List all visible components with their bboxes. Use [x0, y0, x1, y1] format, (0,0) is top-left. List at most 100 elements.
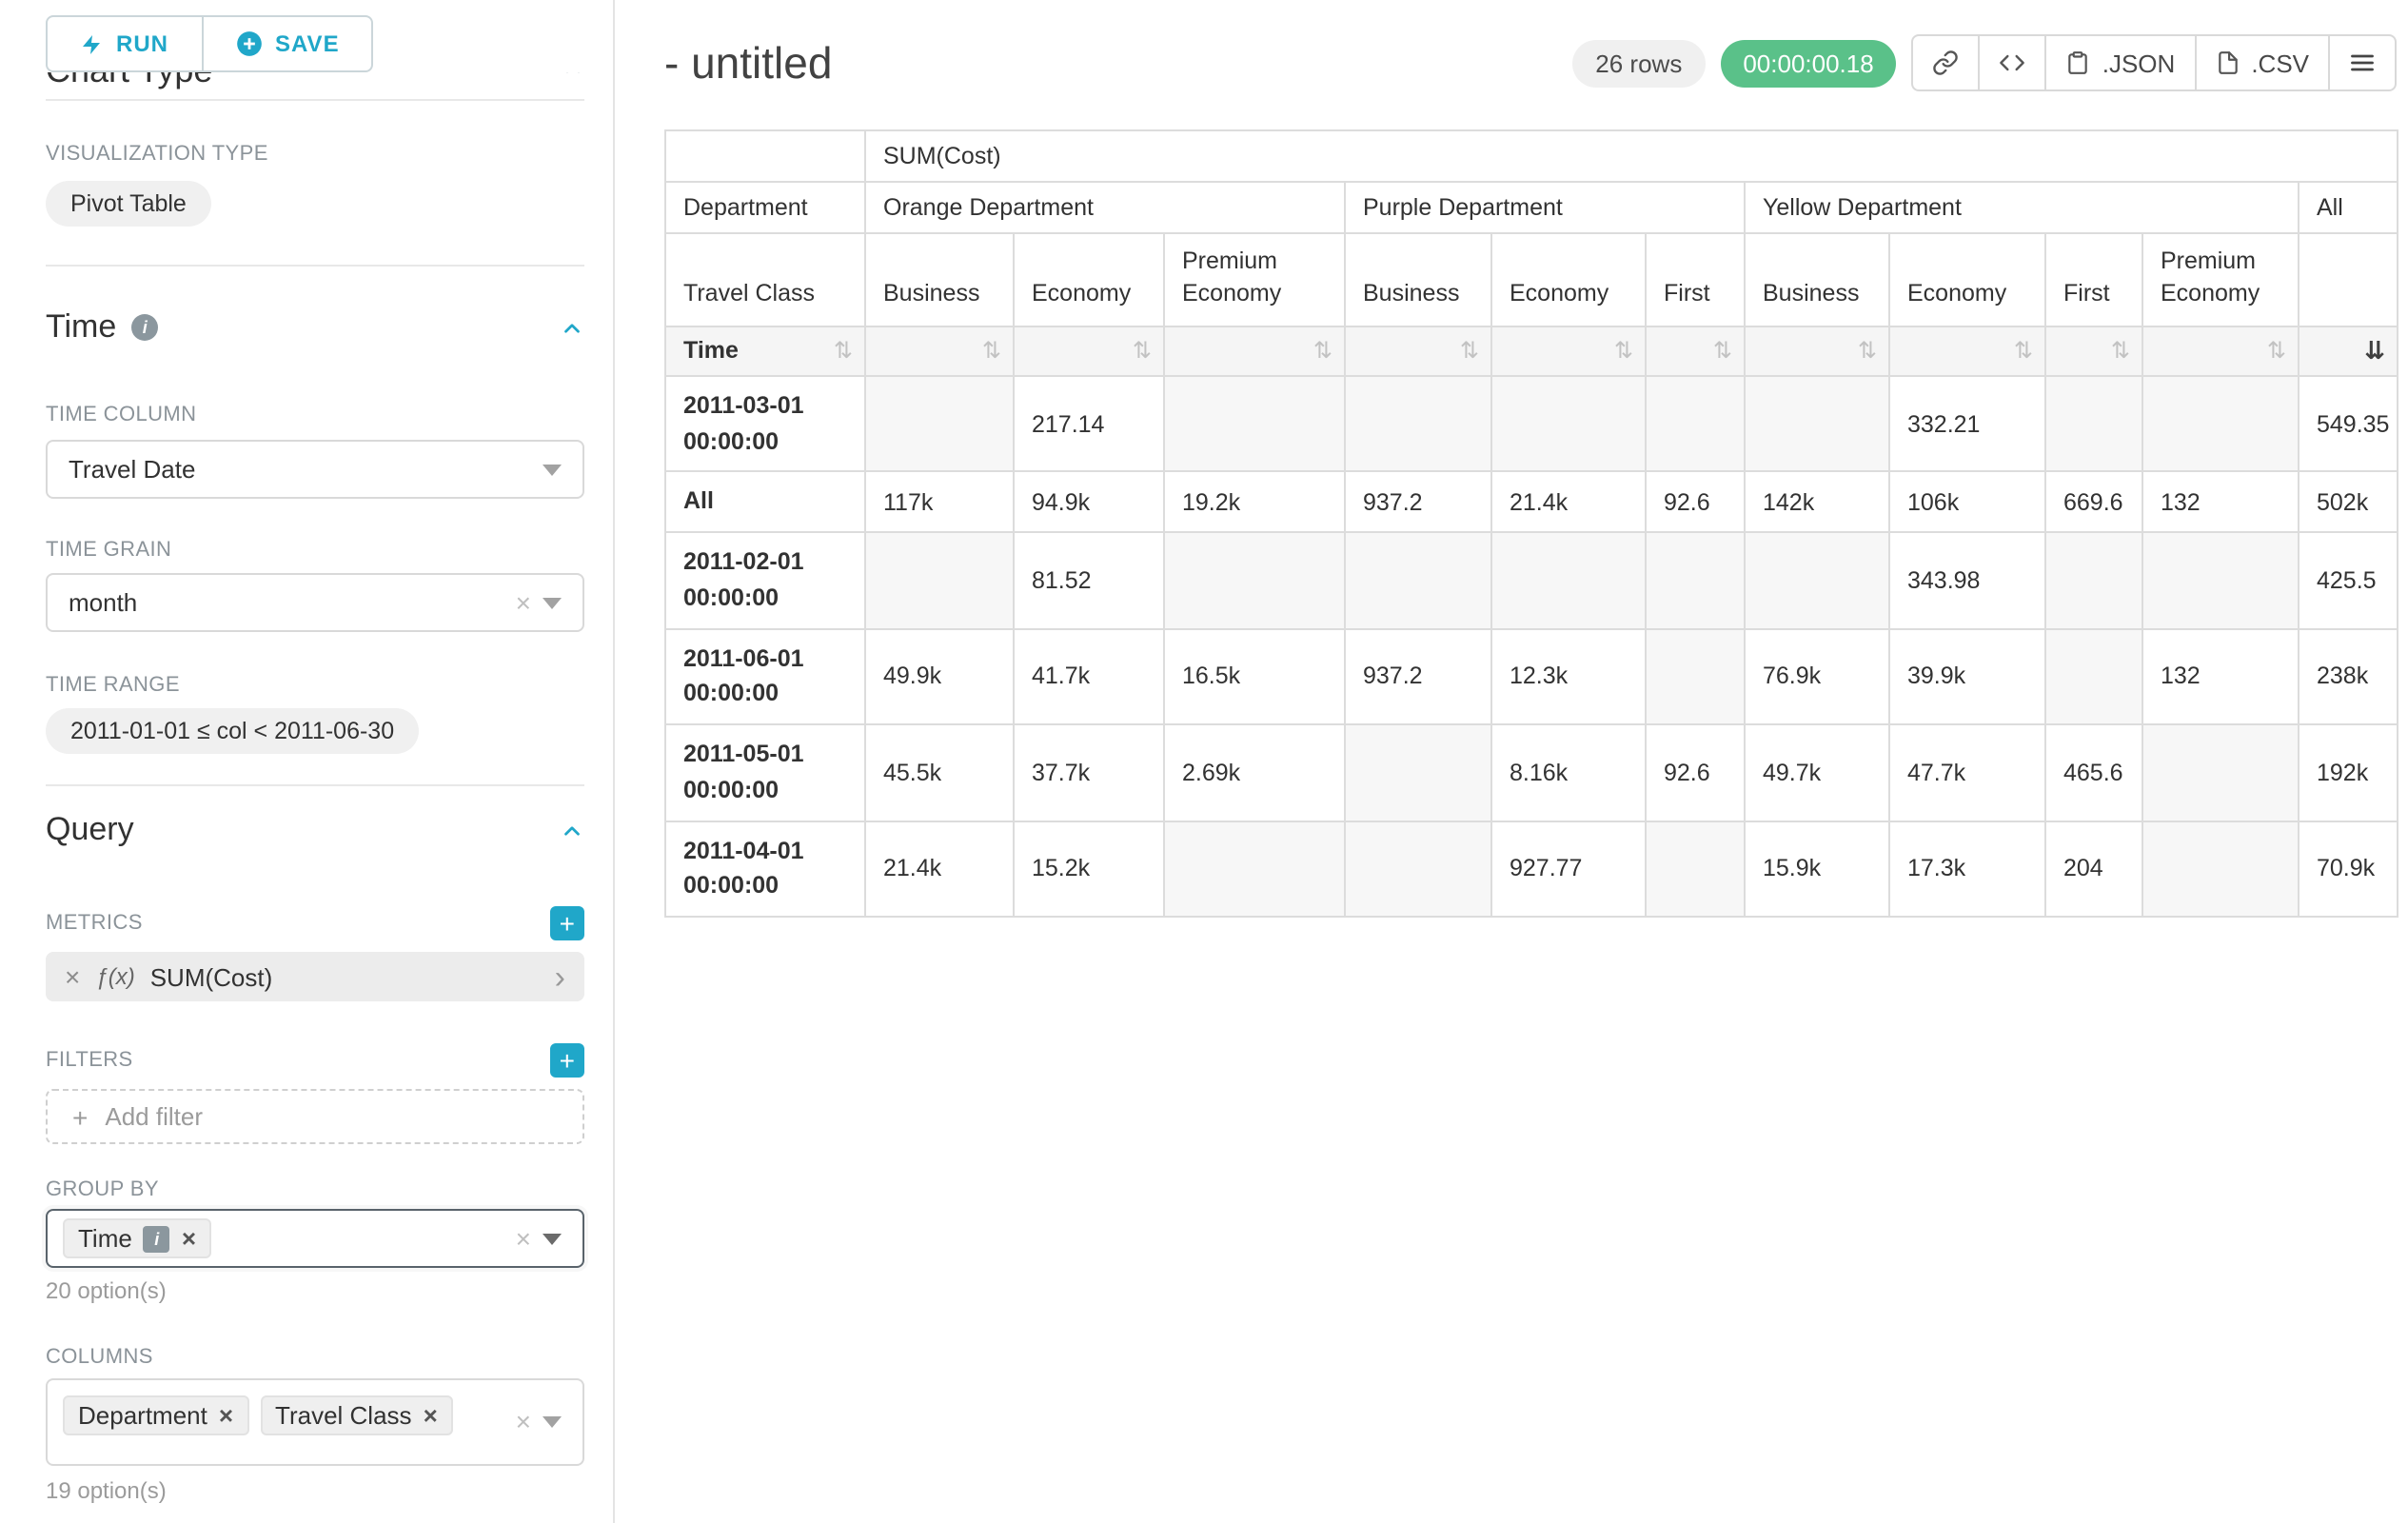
row-dimension-label: Time: [683, 337, 739, 365]
pivot-corner-cell: [664, 129, 866, 183]
pivot-cell: [1645, 374, 1746, 473]
pivot-cell: 343.98: [1888, 531, 2046, 629]
chevron-up-icon[interactable]: [560, 818, 584, 842]
pivot-cell: 49.7k: [1744, 723, 1890, 821]
clear-icon[interactable]: ×: [515, 1221, 531, 1253]
caret-down-icon[interactable]: [543, 464, 562, 475]
travel-class-header: Economy: [1888, 232, 2046, 327]
pivot-cell: [1645, 820, 1746, 918]
export-csv-button[interactable]: .CSV: [2194, 34, 2330, 91]
remove-chip-icon[interactable]: ×: [181, 1224, 196, 1253]
columns-options-hint: 19 option(s): [46, 1477, 167, 1504]
sort-icon[interactable]: ⇅: [1459, 337, 1479, 365]
export-json-button[interactable]: .JSON: [2044, 34, 2197, 91]
sort-descending-icon[interactable]: ⇊: [2364, 336, 2386, 366]
visualization-type-value[interactable]: Pivot Table: [46, 181, 211, 227]
sort-icon[interactable]: ⇅: [1132, 337, 1152, 365]
pivot-cell: 2.69k: [1163, 723, 1346, 821]
columns-chip[interactable]: Department ×: [63, 1395, 249, 1435]
metric-chip[interactable]: × ƒ(x) SUM(Cost) ›: [46, 952, 584, 1001]
expand-metric-icon[interactable]: ›: [554, 959, 565, 995]
travel-class-header: Economy: [1013, 232, 1165, 327]
clear-icon[interactable]: ×: [515, 1405, 531, 1436]
pivot-cell: 92.6: [1645, 723, 1746, 821]
column-sort-cell[interactable]: ⇅: [2142, 325, 2299, 377]
run-button[interactable]: RUN: [46, 15, 203, 72]
column-sort-cell[interactable]: ⇅: [1645, 325, 1746, 377]
row-count-badge: 26 rows: [1572, 39, 1706, 87]
chevron-up-icon[interactable]: [560, 315, 584, 340]
pivot-cell: 19.2k: [1163, 470, 1346, 533]
embed-code-button[interactable]: [1978, 34, 2047, 91]
sort-icon[interactable]: ⇅: [1313, 337, 1332, 365]
pivot-cell: [1490, 531, 1647, 629]
caret-down-icon[interactable]: [543, 1233, 562, 1244]
chip-label: Travel Class: [275, 1401, 412, 1430]
pivot-cell: 15.2k: [1013, 820, 1165, 918]
time-column-label: TIME COLUMN: [46, 404, 197, 426]
pivot-cell: 37.7k: [1013, 723, 1165, 821]
column-sort-cell[interactable]: ⇅: [1013, 325, 1165, 377]
column-sort-cell[interactable]: ⇅: [1163, 325, 1346, 377]
group-by-options-hint: 20 option(s): [46, 1277, 167, 1304]
column-sort-cell[interactable]: ⇅: [1344, 325, 1492, 377]
caret-down-icon[interactable]: [543, 1416, 562, 1428]
pivot-cell: 94.9k: [1013, 470, 1165, 533]
sort-icon[interactable]: ⇅: [1712, 337, 1732, 365]
pivot-cell: [1163, 374, 1346, 473]
sort-icon[interactable]: ⇅: [981, 337, 1001, 365]
pivot-row: 2011-06-01 00:00:00 49.9k 41.7k 16.5k 937.2 1…: [664, 627, 2399, 725]
pivot-cell: [1645, 627, 1746, 725]
filters-label-row: FILTERS +: [46, 1043, 584, 1078]
pivot-cell: [1490, 374, 1647, 473]
column-sort-cell[interactable]: ⇅: [1490, 325, 1647, 377]
time-column-select[interactable]: Travel Date: [46, 440, 584, 499]
group-by-chip[interactable]: Time i ×: [63, 1218, 211, 1258]
save-button[interactable]: SAVE: [201, 15, 374, 72]
sort-icon[interactable]: ⇅: [2110, 337, 2130, 365]
add-metric-button[interactable]: +: [550, 906, 584, 940]
column-sort-cell[interactable]: ⇅: [2044, 325, 2143, 377]
row-dimension-sort-cell[interactable]: Time ⇅: [664, 325, 866, 377]
sort-icon[interactable]: ⇅: [2266, 337, 2286, 365]
pivot-cell: 45.5k: [864, 723, 1015, 821]
sort-icon[interactable]: ⇅: [833, 337, 853, 365]
column-sort-cell[interactable]: ⇅: [864, 325, 1015, 377]
pivot-cell: [864, 374, 1015, 473]
remove-chip-icon[interactable]: ×: [218, 1401, 234, 1430]
time-grain-select[interactable]: month ×: [46, 573, 584, 632]
sort-icon[interactable]: ⇅: [1613, 337, 1633, 365]
pivot-cell: [2044, 627, 2143, 725]
columns-chip[interactable]: Travel Class ×: [260, 1395, 453, 1435]
chart-panel: - untitled 26 rows 00:00:00.18 .JSON: [615, 0, 2408, 1523]
caret-down-icon[interactable]: [543, 597, 562, 608]
chart-title[interactable]: - untitled: [664, 37, 833, 87]
visualization-type-label: VISUALIZATION TYPE: [46, 143, 268, 166]
add-filter-button[interactable]: + Add filter: [46, 1089, 584, 1144]
remove-metric-icon[interactable]: ×: [65, 961, 81, 992]
group-by-select[interactable]: Time i × ×: [46, 1209, 584, 1268]
add-filter-plus-button[interactable]: +: [550, 1043, 584, 1078]
group-by-label: GROUP BY: [46, 1178, 159, 1201]
time-range-value[interactable]: 2011-01-01 ≤ col < 2011-06-30: [46, 708, 420, 754]
remove-chip-icon[interactable]: ×: [423, 1401, 438, 1430]
pivot-cell: 927.77: [1490, 820, 1647, 918]
column-sort-cell[interactable]: ⇅: [1744, 325, 1890, 377]
clear-icon[interactable]: ×: [515, 585, 531, 617]
sort-icon[interactable]: ⇅: [1857, 337, 1877, 365]
columns-select[interactable]: Department × Travel Class × ×: [46, 1378, 584, 1466]
pivot-cell: 238k: [2297, 627, 2399, 725]
sort-icon[interactable]: ⇅: [2013, 337, 2033, 365]
travel-class-header: Business: [1744, 232, 1890, 327]
column-sort-cell[interactable]: ⇅: [1888, 325, 2046, 377]
share-link-button[interactable]: [1911, 34, 1981, 91]
pivot-cell: 92.6: [1645, 470, 1746, 533]
chart-menu-button[interactable]: [2328, 34, 2397, 91]
run-save-toolbar: RUN SAVE: [0, 0, 613, 72]
query-section-header[interactable]: Query: [46, 811, 584, 849]
info-icon: i: [143, 1225, 170, 1252]
time-section-header[interactable]: Time i: [46, 308, 584, 346]
pivot-cell: [1744, 374, 1890, 473]
column-sort-cell[interactable]: ⇊: [2297, 325, 2399, 377]
control-panel-sidebar: Chart Type RUN SAVE VISUALIZATION TYPE P…: [0, 0, 615, 1523]
